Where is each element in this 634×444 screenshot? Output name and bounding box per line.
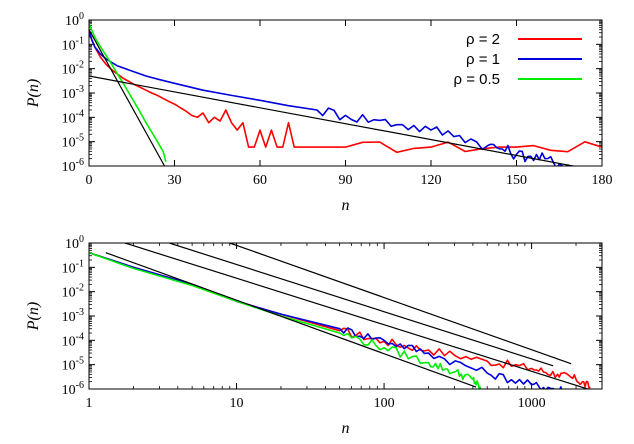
y-tick-label: 10-5 [62,133,84,151]
fit-line [230,243,571,364]
fit-line [89,30,165,166]
y-tick-label: 10-3 [62,84,84,102]
x-tick-label: 100 [374,396,395,411]
x-tick-label: 10 [230,396,244,411]
y-tick-label: 10-5 [62,356,84,374]
y-tick-label: 10-3 [62,307,84,325]
fit-line [89,76,602,171]
x-tick-label: 0 [86,173,93,188]
y-tick-label: 10-6 [62,380,84,398]
series-line [89,253,480,390]
legend-entry: ρ = 1 [466,51,500,68]
y-axis-label: P(n) [25,302,42,331]
y-axis-label: P(n) [25,79,42,108]
fit-line [106,253,476,387]
y-tick-label: 10-4 [62,331,84,349]
y-tick-label: 10-2 [62,60,84,78]
x-tick-label: 1000 [518,396,546,411]
fit-line [125,243,588,389]
y-tick-label: 10-4 [62,108,84,126]
x-tick-label: 60 [253,173,267,188]
x-tick-label: 90 [339,173,353,188]
x-tick-label: 120 [421,173,442,188]
y-tick-label: 10-1 [62,35,84,53]
x-tick-label: 1 [86,396,93,411]
plot-frame [89,20,602,166]
x-tick-label: 150 [506,173,527,188]
series-line [89,24,166,162]
fit-line [169,243,553,366]
y-tick-label: 10-2 [62,283,84,301]
y-tick-label: 10-6 [62,157,84,175]
series-line [89,33,602,153]
series-line [89,253,590,388]
legend-entry: ρ = 2 [466,31,500,48]
y-tick-label: 100 [65,11,84,29]
y-tick-label: 100 [65,234,84,252]
x-tick-label: 30 [168,173,182,188]
x-axis-label: n [342,420,350,437]
legend-entry: ρ = 0.5 [454,71,500,88]
chart-top: 100 10-1 10-2 10-3 10-4 10-5 10-60 30 60 90 120 150… [25,11,613,214]
x-axis-label: n [342,197,350,214]
y-tick-label: 10-1 [62,258,84,276]
series-line [89,253,576,395]
x-tick-label: 180 [592,173,613,188]
chart-bottom: 100 10-1 10-2 10-3 10-4 10-5 10-61 10 100 1000 n P(… [25,234,602,437]
